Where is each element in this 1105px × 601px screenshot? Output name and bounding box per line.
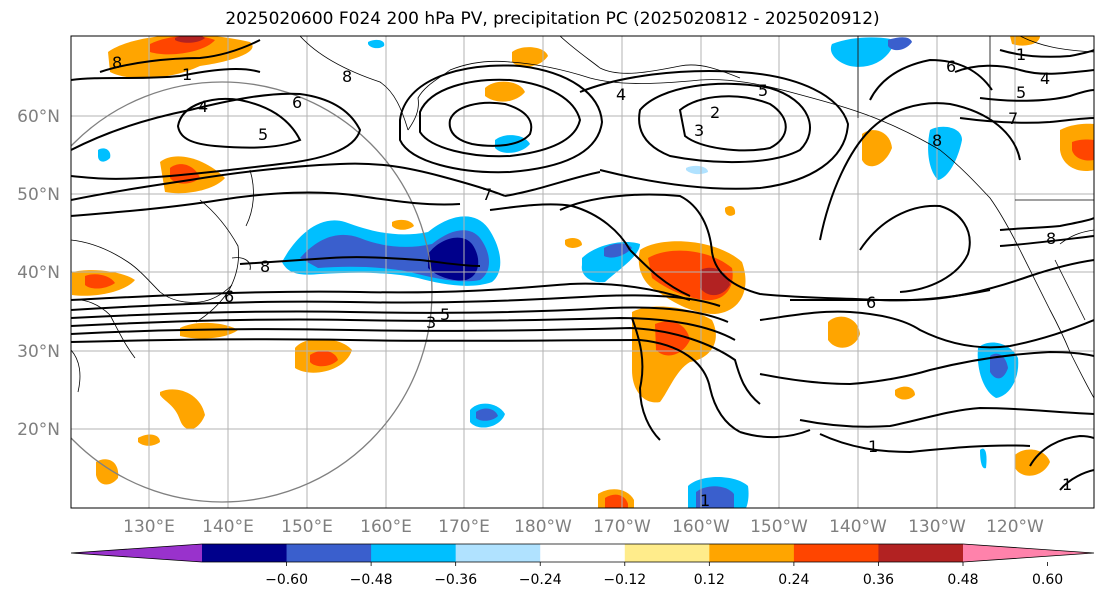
colorbar-tick-label: 0.36: [863, 572, 894, 588]
contour-label: 4: [1040, 69, 1050, 88]
lon-label: 120°W: [986, 517, 1044, 537]
colorbar-segment: [202, 544, 288, 562]
contour-label: 6: [866, 293, 876, 312]
contour-label: 3: [694, 121, 704, 140]
colorbar: −0.60 −0.48 −0.36 −0.24 −0.12 0.12 0.24 0.36 0.4…: [70, 543, 1095, 588]
lon-label: 170°W: [593, 517, 651, 537]
colorbar-tick-label: −0.48: [350, 572, 393, 588]
contour-label: 5: [258, 125, 268, 144]
colorbar-tick-label: 0.48: [947, 572, 978, 588]
colorbar-segment: [455, 544, 541, 562]
contour-label: 5: [1016, 83, 1026, 102]
colorbar-segment: [878, 544, 964, 562]
precip-negative-shading: [98, 37, 1019, 508]
lon-label: 150°E: [281, 517, 333, 537]
contour-label: 1: [868, 437, 878, 456]
lat-label: 30°N: [17, 342, 60, 362]
contour-label: 3: [426, 313, 436, 332]
lon-label: 170°E: [438, 517, 490, 537]
colorbar-segment: [709, 544, 795, 562]
lon-label: 180°W: [514, 517, 572, 537]
latitude-labels: 60°N 50°N 40°N 30°N 20°N: [17, 107, 60, 440]
lon-label: 160°E: [360, 517, 412, 537]
lon-label: 140°E: [202, 517, 254, 537]
contour-label: 1: [1016, 45, 1026, 64]
contour-label: 6: [224, 287, 234, 306]
contour-label: 8: [112, 53, 122, 72]
contour-label: 1: [182, 65, 192, 84]
contour-label: 5: [440, 305, 450, 324]
lon-label: 160°W: [672, 517, 730, 537]
contour-label: 8: [1046, 229, 1056, 248]
contour-label: 6: [946, 57, 956, 76]
colorbar-segment: [624, 544, 710, 562]
contour-label: 7: [1008, 109, 1018, 128]
colorbar-tick-label: 0.24: [778, 572, 809, 588]
colorbar-segment: [540, 544, 626, 562]
contour-label: 5: [758, 81, 768, 100]
contour-label: 1: [1062, 475, 1072, 494]
colorbar-tick-label: −0.12: [603, 572, 646, 588]
contour-label: 1: [700, 491, 710, 510]
colorbar-extend-high: [963, 544, 1094, 562]
colorbar-segment: [286, 544, 372, 562]
contour-label: 8: [932, 131, 942, 150]
contour-label: 8: [342, 67, 352, 86]
colorbar-tick-label: −0.24: [519, 572, 562, 588]
contour-labels: 8 1 4 6 5 8 4 2 3 5 7 7 8 6 5 3 6 1 1 8 …: [112, 45, 1072, 510]
contour-label: 4: [198, 97, 208, 116]
map-panel: 8 1 4 6 5 8 4 2 3 5 7 7 8 6 5 3 6 1 1 8 …: [71, 36, 1094, 510]
colorbar-segment: [793, 544, 879, 562]
contour-label: 2: [710, 103, 720, 122]
lat-label: 40°N: [17, 263, 60, 283]
precip-positive-shading: [72, 36, 1094, 508]
contour-label: 4: [616, 85, 626, 104]
contour-label: 8: [260, 257, 270, 276]
colorbar-outline: [70, 543, 1095, 563]
colorbar-tick-label: −0.36: [434, 572, 477, 588]
map-frame: [70, 35, 1095, 509]
colorbar-tick-label: −0.60: [265, 572, 308, 588]
graticule: [71, 36, 1094, 508]
lon-label: 140°W: [829, 517, 887, 537]
lon-label: 130°W: [908, 517, 966, 537]
colorbar-segment: [371, 544, 457, 562]
colorbar-tick-label: 0.12: [694, 572, 725, 588]
lat-label: 50°N: [17, 185, 60, 205]
colorbar-tick-label: 0.60: [1032, 572, 1063, 588]
longitude-labels: 130°E 140°E 150°E 160°E 170°E 180°W 170°…: [123, 517, 1044, 537]
lat-label: 60°N: [17, 107, 60, 127]
map-title: 2025020600 F024 200 hPa PV, precipitatio…: [225, 9, 880, 29]
lon-label: 130°E: [123, 517, 175, 537]
contour-label: 6: [292, 93, 302, 112]
lat-label: 20°N: [17, 420, 60, 440]
contour-label: 7: [482, 185, 492, 204]
colorbar-extend-low: [71, 544, 202, 562]
pv-contours: [71, 39, 1094, 491]
lon-label: 150°W: [750, 517, 808, 537]
